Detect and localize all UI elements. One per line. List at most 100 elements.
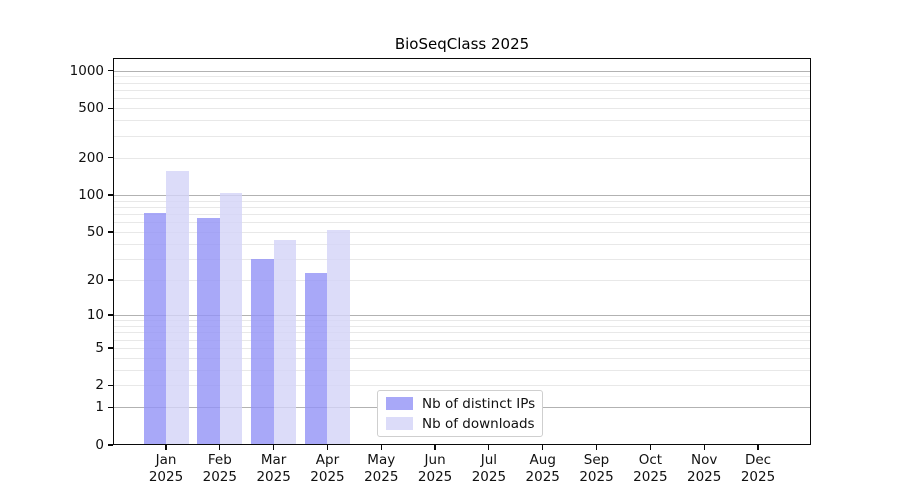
bar-downloads-jan — [166, 171, 189, 445]
x-tick-mark — [595, 445, 598, 450]
x-tick-year: 2025 — [740, 468, 776, 485]
x-tick-month: Apr — [315, 452, 340, 468]
x-tick-mark — [273, 445, 275, 450]
minor-gridline — [113, 82, 811, 84]
minor-gridline — [113, 243, 811, 245]
minor-gridline — [113, 231, 811, 233]
y-tick-label: 500 — [78, 100, 104, 117]
x-tick-month: May — [367, 452, 396, 468]
y-tick-mark — [108, 157, 113, 159]
y-tick-mark — [108, 347, 113, 349]
x-tick-mark — [703, 445, 705, 450]
x-tick-month: Sep — [583, 452, 610, 468]
x-tick-year: 2025 — [364, 468, 399, 485]
chart-title: BioSeqClass 2025 — [394, 35, 530, 53]
minor-gridline — [113, 120, 811, 122]
x-tick-label: Jan 2025 — [136, 452, 196, 485]
minor-gridline — [113, 206, 811, 208]
y-tick-mark — [108, 314, 113, 316]
minor-gridline — [113, 98, 811, 100]
x-tick-mark — [757, 445, 759, 450]
x-tick-mark — [165, 445, 167, 450]
x-tick-mark — [649, 445, 651, 450]
x-tick-year: 2025 — [417, 468, 453, 485]
minor-gridline — [113, 347, 811, 349]
x-tick-year: 2025 — [148, 468, 184, 485]
major-gridline — [113, 194, 811, 196]
y-tick-mark — [108, 279, 113, 281]
x-tick-year: 2025 — [579, 468, 614, 485]
x-tick-month: Aug — [529, 452, 556, 468]
y-tick-mark — [108, 194, 113, 196]
minor-gridline — [113, 258, 811, 260]
x-tick-mark — [434, 445, 436, 450]
bar-distinct-ips-feb — [197, 218, 220, 445]
y-tick-label: 50 — [86, 223, 104, 240]
bar-downloads-mar — [273, 239, 297, 445]
minor-gridline — [113, 108, 811, 110]
x-tick-mark — [326, 445, 329, 450]
y-tick-mark — [108, 231, 113, 233]
minor-gridline — [113, 385, 811, 387]
legend-swatch-distinct-ips — [386, 397, 413, 410]
bar-downloads-apr — [327, 229, 350, 445]
major-gridline — [113, 70, 811, 72]
minor-gridline — [113, 90, 811, 91]
bar-downloads-feb — [219, 193, 243, 445]
minor-gridline — [113, 222, 811, 224]
y-tick-mark — [108, 107, 113, 109]
minor-gridline — [113, 369, 811, 371]
legend-label-distinct-ips: Nb of distinct IPs — [422, 395, 536, 412]
x-tick-year: 2025 — [686, 468, 722, 485]
x-tick-label: May 2025 — [351, 452, 411, 485]
y-tick-mark — [108, 444, 113, 446]
bar-distinct-ips-apr — [304, 272, 328, 445]
legend-swatch-downloads — [386, 417, 413, 430]
x-tick-label: Aug 2025 — [513, 452, 573, 485]
x-tick-label: Jul 2025 — [459, 452, 519, 485]
x-tick-mark — [380, 445, 382, 450]
legend: Nb of distinct IPs Nb of downloads — [377, 390, 543, 437]
bar-distinct-ips-jan — [143, 212, 166, 445]
x-tick-month: Mar — [260, 452, 287, 468]
x-tick-month: Nov — [690, 452, 718, 468]
y-tick-mark — [108, 406, 113, 409]
minor-gridline — [113, 280, 811, 282]
x-tick-label: Dec 2025 — [728, 452, 788, 485]
minor-gridline — [113, 332, 811, 334]
x-tick-mark — [219, 445, 221, 450]
y-tick-label: 5 — [95, 339, 104, 356]
x-tick-label: Feb 2025 — [190, 452, 250, 485]
x-tick-month: Oct — [638, 452, 663, 468]
legend-label-downloads: Nb of downloads — [422, 415, 535, 432]
y-tick-label: 1 — [95, 399, 104, 416]
y-tick-label: 20 — [86, 272, 104, 289]
minor-gridline — [113, 76, 811, 78]
legend-item-distinct-ips: Nb of distinct IPs — [386, 396, 542, 412]
y-tick-label: 10 — [86, 307, 104, 324]
x-tick-year: 2025 — [525, 468, 560, 485]
minor-gridline — [113, 214, 811, 216]
bar-distinct-ips-mar — [251, 258, 274, 445]
y-tick-mark — [108, 384, 113, 387]
x-tick-mark — [542, 445, 544, 450]
x-tick-label: Oct 2025 — [620, 452, 680, 485]
x-tick-mark — [488, 445, 490, 450]
legend-item-downloads: Nb of downloads — [386, 416, 542, 432]
y-tick-label: 2 — [95, 377, 104, 394]
minor-gridline — [113, 135, 811, 137]
y-tick-label: 0 — [95, 437, 104, 453]
y-tick-label: 1000 — [69, 62, 104, 79]
x-tick-label: Jun 2025 — [405, 452, 465, 485]
minor-gridline — [113, 320, 811, 322]
x-tick-year: 2025 — [310, 468, 345, 485]
x-tick-month: Jul — [480, 452, 498, 468]
x-tick-month: Jan — [155, 452, 177, 468]
minor-gridline — [113, 339, 811, 341]
plot-area — [113, 58, 811, 445]
x-tick-year: 2025 — [471, 468, 507, 485]
y-tick-label: 100 — [78, 186, 104, 203]
x-tick-label: Nov 2025 — [674, 452, 734, 485]
x-tick-month: Jun — [424, 452, 446, 468]
